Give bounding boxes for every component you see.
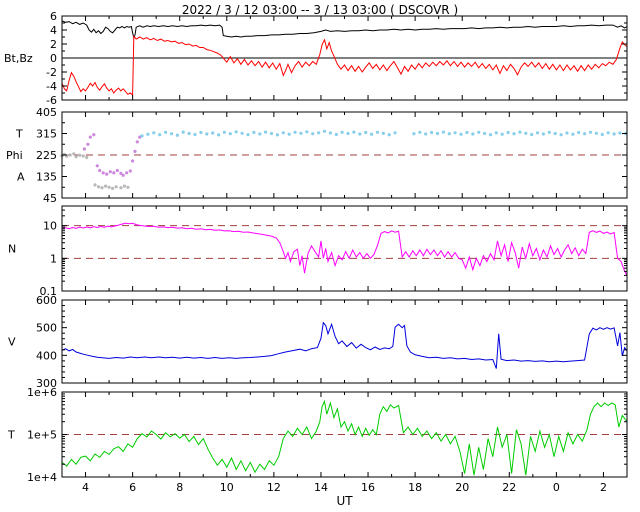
series-phi-gray	[60, 152, 130, 190]
axis-label-A: A	[17, 171, 25, 184]
series-Bt	[61, 20, 628, 40]
y-tick-label: 500	[36, 322, 57, 335]
panel-phi: 45 135 225 315 405 T Phi A	[6, 106, 628, 205]
x-axis-label: UT	[336, 494, 353, 508]
x-tick-label: 14	[314, 481, 328, 494]
y-tick-label: 45	[43, 192, 57, 205]
axis-label-N: N	[8, 243, 16, 256]
y-tick-label: 1	[50, 252, 57, 265]
y-tick-label: -6	[46, 94, 57, 107]
series-T	[61, 399, 628, 476]
y-tick-label: 315	[36, 128, 57, 141]
y-tick-label: 0.1	[40, 285, 58, 298]
y-tick-label: -4	[46, 80, 57, 93]
y-tick-label: 405	[36, 106, 57, 119]
x-tick-label: 20	[455, 481, 469, 494]
series-V	[61, 321, 628, 369]
x-tick-label: 22	[502, 481, 516, 494]
y-tick-label: 400	[36, 349, 57, 362]
axis-label-Phi: Phi	[6, 149, 23, 162]
panel-density: 0.1 1 10 N	[8, 205, 628, 298]
x-tick-label: 4	[82, 481, 89, 494]
y-tick-label: 1e+4	[27, 471, 57, 484]
x-tick-label: 12	[267, 481, 281, 494]
axis-label-T: T	[15, 128, 23, 141]
x-tick-label: 0	[553, 481, 560, 494]
x-tick-label: 18	[408, 481, 422, 494]
y-tick-label: 0	[50, 52, 57, 65]
x-tick-label: 2	[600, 481, 607, 494]
y-tick-label: 600	[36, 294, 57, 307]
x-tick-label: 16	[361, 481, 375, 494]
x-tick-label: 6	[129, 481, 136, 494]
series-phi-plum	[82, 133, 142, 177]
y-tick-label: 300	[36, 377, 57, 390]
y-tick-label: 2	[50, 38, 57, 51]
series-N	[61, 222, 628, 276]
axis-label-Bt,Bz: Bt,Bz	[4, 52, 33, 65]
series-Bz	[61, 34, 628, 97]
series-phi	[140, 129, 628, 138]
panel-frame	[61, 205, 628, 292]
y-tick-label: 4	[50, 24, 57, 37]
y-tick-label: 1e+6	[27, 386, 57, 399]
y-tick-label: -2	[46, 66, 57, 79]
panel-frame	[61, 299, 628, 384]
axis-label-T: T	[7, 429, 15, 442]
axis-label-V: V	[8, 336, 16, 349]
x-tick-label: 10	[220, 481, 234, 494]
y-tick-label: 10	[43, 220, 57, 233]
plot-title: 2022 / 3 / 12 03:00 -- 3 / 13 03:00 ( DS…	[181, 3, 459, 17]
x-tick-label: 8	[176, 481, 183, 494]
panel-temperature: 1e+4 1e+5 1e+6 T	[7, 386, 628, 484]
y-tick-label: 6	[50, 10, 57, 23]
y-tick-label: 135	[36, 171, 57, 184]
y-tick-label: 1e+5	[27, 429, 57, 442]
panel-speed: 300 400 500 600 V	[8, 294, 628, 390]
y-tick-label: 225	[36, 149, 57, 162]
